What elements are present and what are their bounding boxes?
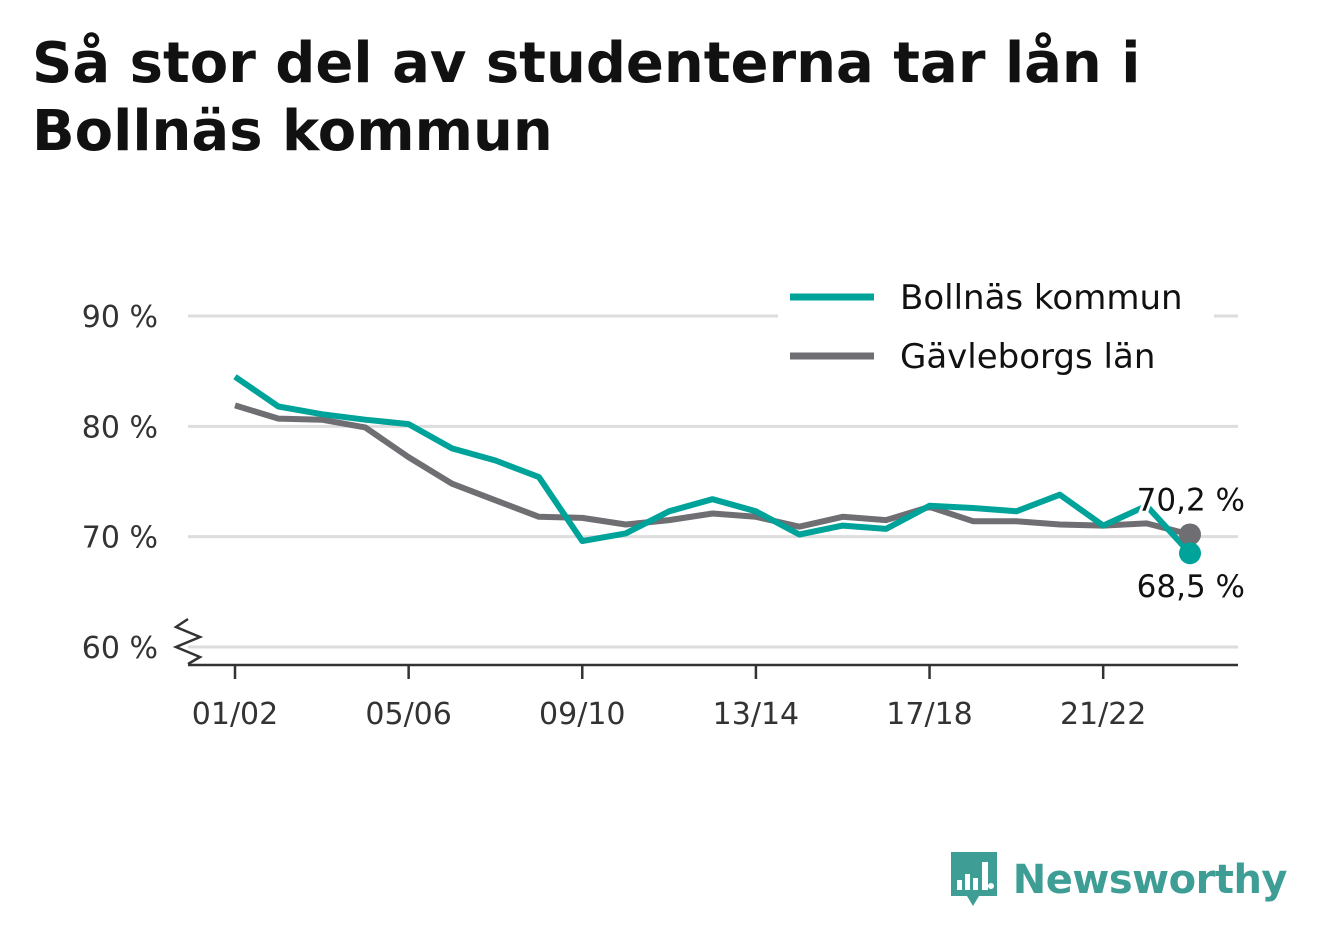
- bar-chart-speech-bubble-icon: [950, 852, 997, 906]
- x-tick-label: 09/10: [539, 697, 625, 732]
- series-line-bollnas: [233, 374, 1193, 556]
- y-tick-label: 60 %: [82, 631, 158, 666]
- end-label-bollnas: 68,5 %: [1137, 569, 1245, 605]
- series-lines: [233, 374, 1201, 565]
- end-labels: 70,2 % 68,5 %: [1134, 479, 1248, 608]
- y-tick-label: 70 %: [82, 521, 158, 556]
- series-line-gavleborg: [234, 402, 1191, 538]
- x-tick-label: 21/22: [1060, 697, 1146, 732]
- x-tick-label: 13/14: [713, 697, 799, 732]
- legend-label: Bollnäs kommun: [900, 278, 1183, 318]
- x-tick-label: 01/02: [192, 697, 278, 732]
- axis-break-icon: [172, 617, 204, 666]
- axes: 60 % 70 % 80 % 90 % 01/02 05/06 09/10 13/14 17/1…: [82, 300, 1238, 732]
- x-tick-label: 17/18: [886, 697, 972, 732]
- x-tick-label: 05/06: [365, 697, 451, 732]
- legend-label: Gävleborgs län: [900, 337, 1155, 377]
- end-point-bollnas: [1179, 542, 1201, 565]
- legend: Bollnäs kommun Gävleborgs län: [778, 272, 1214, 388]
- legend-background: [778, 272, 1214, 388]
- newsworthy-logo: Newsworthy: [949, 850, 1288, 910]
- y-tick-label: 80 %: [82, 410, 158, 445]
- brand-name: Newsworthy: [1012, 857, 1288, 903]
- end-point-gavleborg: [1179, 523, 1201, 546]
- end-label-gavleborg: 70,2 %: [1137, 482, 1245, 518]
- chart-title: Så stor del av studenterna tar lån i Bol…: [32, 31, 1141, 164]
- y-tick-label: 90 %: [82, 300, 158, 335]
